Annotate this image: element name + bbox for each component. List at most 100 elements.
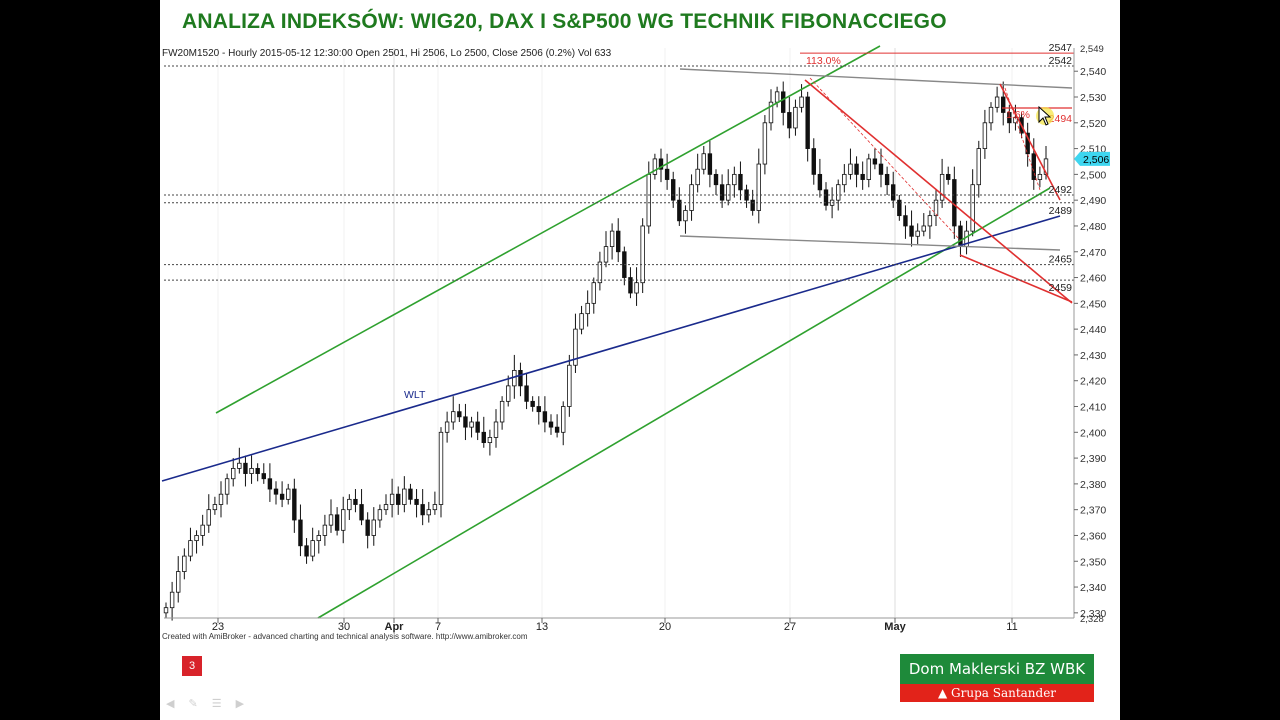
y-tick-label: 2,330 xyxy=(1080,608,1106,620)
candle xyxy=(426,501,431,523)
candle xyxy=(396,486,401,515)
candle xyxy=(744,184,749,208)
y-tick-label: 2,450 xyxy=(1080,298,1106,310)
candle xyxy=(915,223,920,245)
candle xyxy=(732,166,737,198)
y-tick-label: 2,480 xyxy=(1080,221,1106,233)
channel-lower-line xyxy=(317,187,1051,619)
candle xyxy=(383,494,389,515)
level-label: 2542 xyxy=(1049,55,1073,67)
trend-lines: 113.0% WLT 2494 1.6% xyxy=(161,45,1073,619)
candle xyxy=(946,166,951,185)
chart-annotation: 113.0% xyxy=(806,55,841,67)
candle xyxy=(231,458,236,487)
pen-icon[interactable]: ✎ xyxy=(188,698,198,710)
back-arrow-icon[interactable]: ◀ xyxy=(166,698,175,710)
y-tick-label: 2,340 xyxy=(1080,582,1106,594)
candle xyxy=(726,169,731,206)
y-tick-label: 2,328 xyxy=(1080,614,1104,625)
candle xyxy=(408,483,413,505)
candle xyxy=(188,527,193,562)
chart-credit: Created with AmiBroker - advanced charti… xyxy=(162,632,528,641)
candle xyxy=(713,169,719,196)
upper-resistance-line xyxy=(679,68,1073,89)
x-tick-label: 27 xyxy=(784,621,796,633)
logo-bottom-label: Grupa Santander xyxy=(951,686,1057,700)
candle xyxy=(243,455,248,487)
candle xyxy=(982,109,988,159)
y-tick-label: 2,490 xyxy=(1080,195,1106,207)
candle xyxy=(781,81,786,126)
fib-dotted-2 xyxy=(1004,87,1041,191)
candle xyxy=(176,556,181,603)
candle xyxy=(334,507,340,536)
candle xyxy=(469,416,474,438)
candle xyxy=(518,362,523,397)
channel-upper-line xyxy=(215,45,881,414)
y-axis: 2,330 2,340 2,350 2,360 2,370 2,380 2,390 2,400… xyxy=(164,44,1110,625)
candle xyxy=(261,463,266,484)
candle xyxy=(542,396,548,433)
level-label: 2465 xyxy=(1049,254,1073,266)
candle xyxy=(402,476,407,513)
candle xyxy=(530,396,535,412)
candle xyxy=(432,491,438,515)
candle xyxy=(438,427,444,518)
y-tick-label: 2,440 xyxy=(1080,324,1106,336)
x-tick-label: 23 xyxy=(212,621,224,633)
y-tick-label: 2,390 xyxy=(1080,453,1106,465)
candle xyxy=(169,581,175,621)
candle xyxy=(200,514,205,546)
candle xyxy=(237,447,242,474)
candle xyxy=(389,478,395,518)
candle xyxy=(933,189,939,226)
candles xyxy=(163,81,1049,621)
candle xyxy=(695,153,700,193)
candle xyxy=(310,527,315,562)
logo-bottom-text: ▲ Grupa Santander xyxy=(900,684,1094,702)
y-tick-label: 2,470 xyxy=(1080,247,1106,259)
candle xyxy=(891,171,896,208)
candle xyxy=(182,548,187,580)
candle xyxy=(506,375,511,407)
y-tick-label: 2,350 xyxy=(1080,556,1106,568)
candle xyxy=(921,213,926,237)
candle xyxy=(499,396,505,430)
menu-icon[interactable]: ☰ xyxy=(211,698,222,710)
candle xyxy=(897,195,902,221)
candle xyxy=(817,158,823,198)
y-tick-label: 2,549 xyxy=(1080,44,1104,55)
candle xyxy=(212,496,218,515)
candle xyxy=(616,218,621,263)
candle xyxy=(640,218,645,294)
candle xyxy=(701,146,706,175)
forward-arrow-icon[interactable]: ▶ xyxy=(235,698,245,710)
y-tick-label: 2,420 xyxy=(1080,376,1106,388)
candle xyxy=(805,91,810,162)
y-tick-label: 2,430 xyxy=(1080,350,1106,362)
candle xyxy=(365,512,370,549)
level-label: 2547 xyxy=(1049,42,1073,54)
red-channel-lower xyxy=(959,254,1073,303)
candle xyxy=(836,179,841,211)
candle xyxy=(976,140,981,198)
candle xyxy=(304,538,309,564)
candle xyxy=(634,267,639,306)
chart-annotation: 2494 xyxy=(1049,113,1073,125)
candle xyxy=(609,223,615,260)
candle xyxy=(341,496,346,544)
candle xyxy=(1037,166,1043,188)
candle xyxy=(561,401,566,446)
last-price-label: 2,506 xyxy=(1083,154,1109,166)
candle xyxy=(579,305,584,335)
candle xyxy=(848,148,853,180)
slide-nav: ◀ ✎ ☰ ▶ xyxy=(166,697,244,710)
candle xyxy=(622,246,627,286)
candle xyxy=(353,489,358,513)
candle xyxy=(994,86,1000,113)
candle xyxy=(347,494,352,520)
x-tick-label: 20 xyxy=(659,621,671,633)
candle xyxy=(1031,138,1036,190)
y-tick-label: 2,400 xyxy=(1080,427,1106,439)
